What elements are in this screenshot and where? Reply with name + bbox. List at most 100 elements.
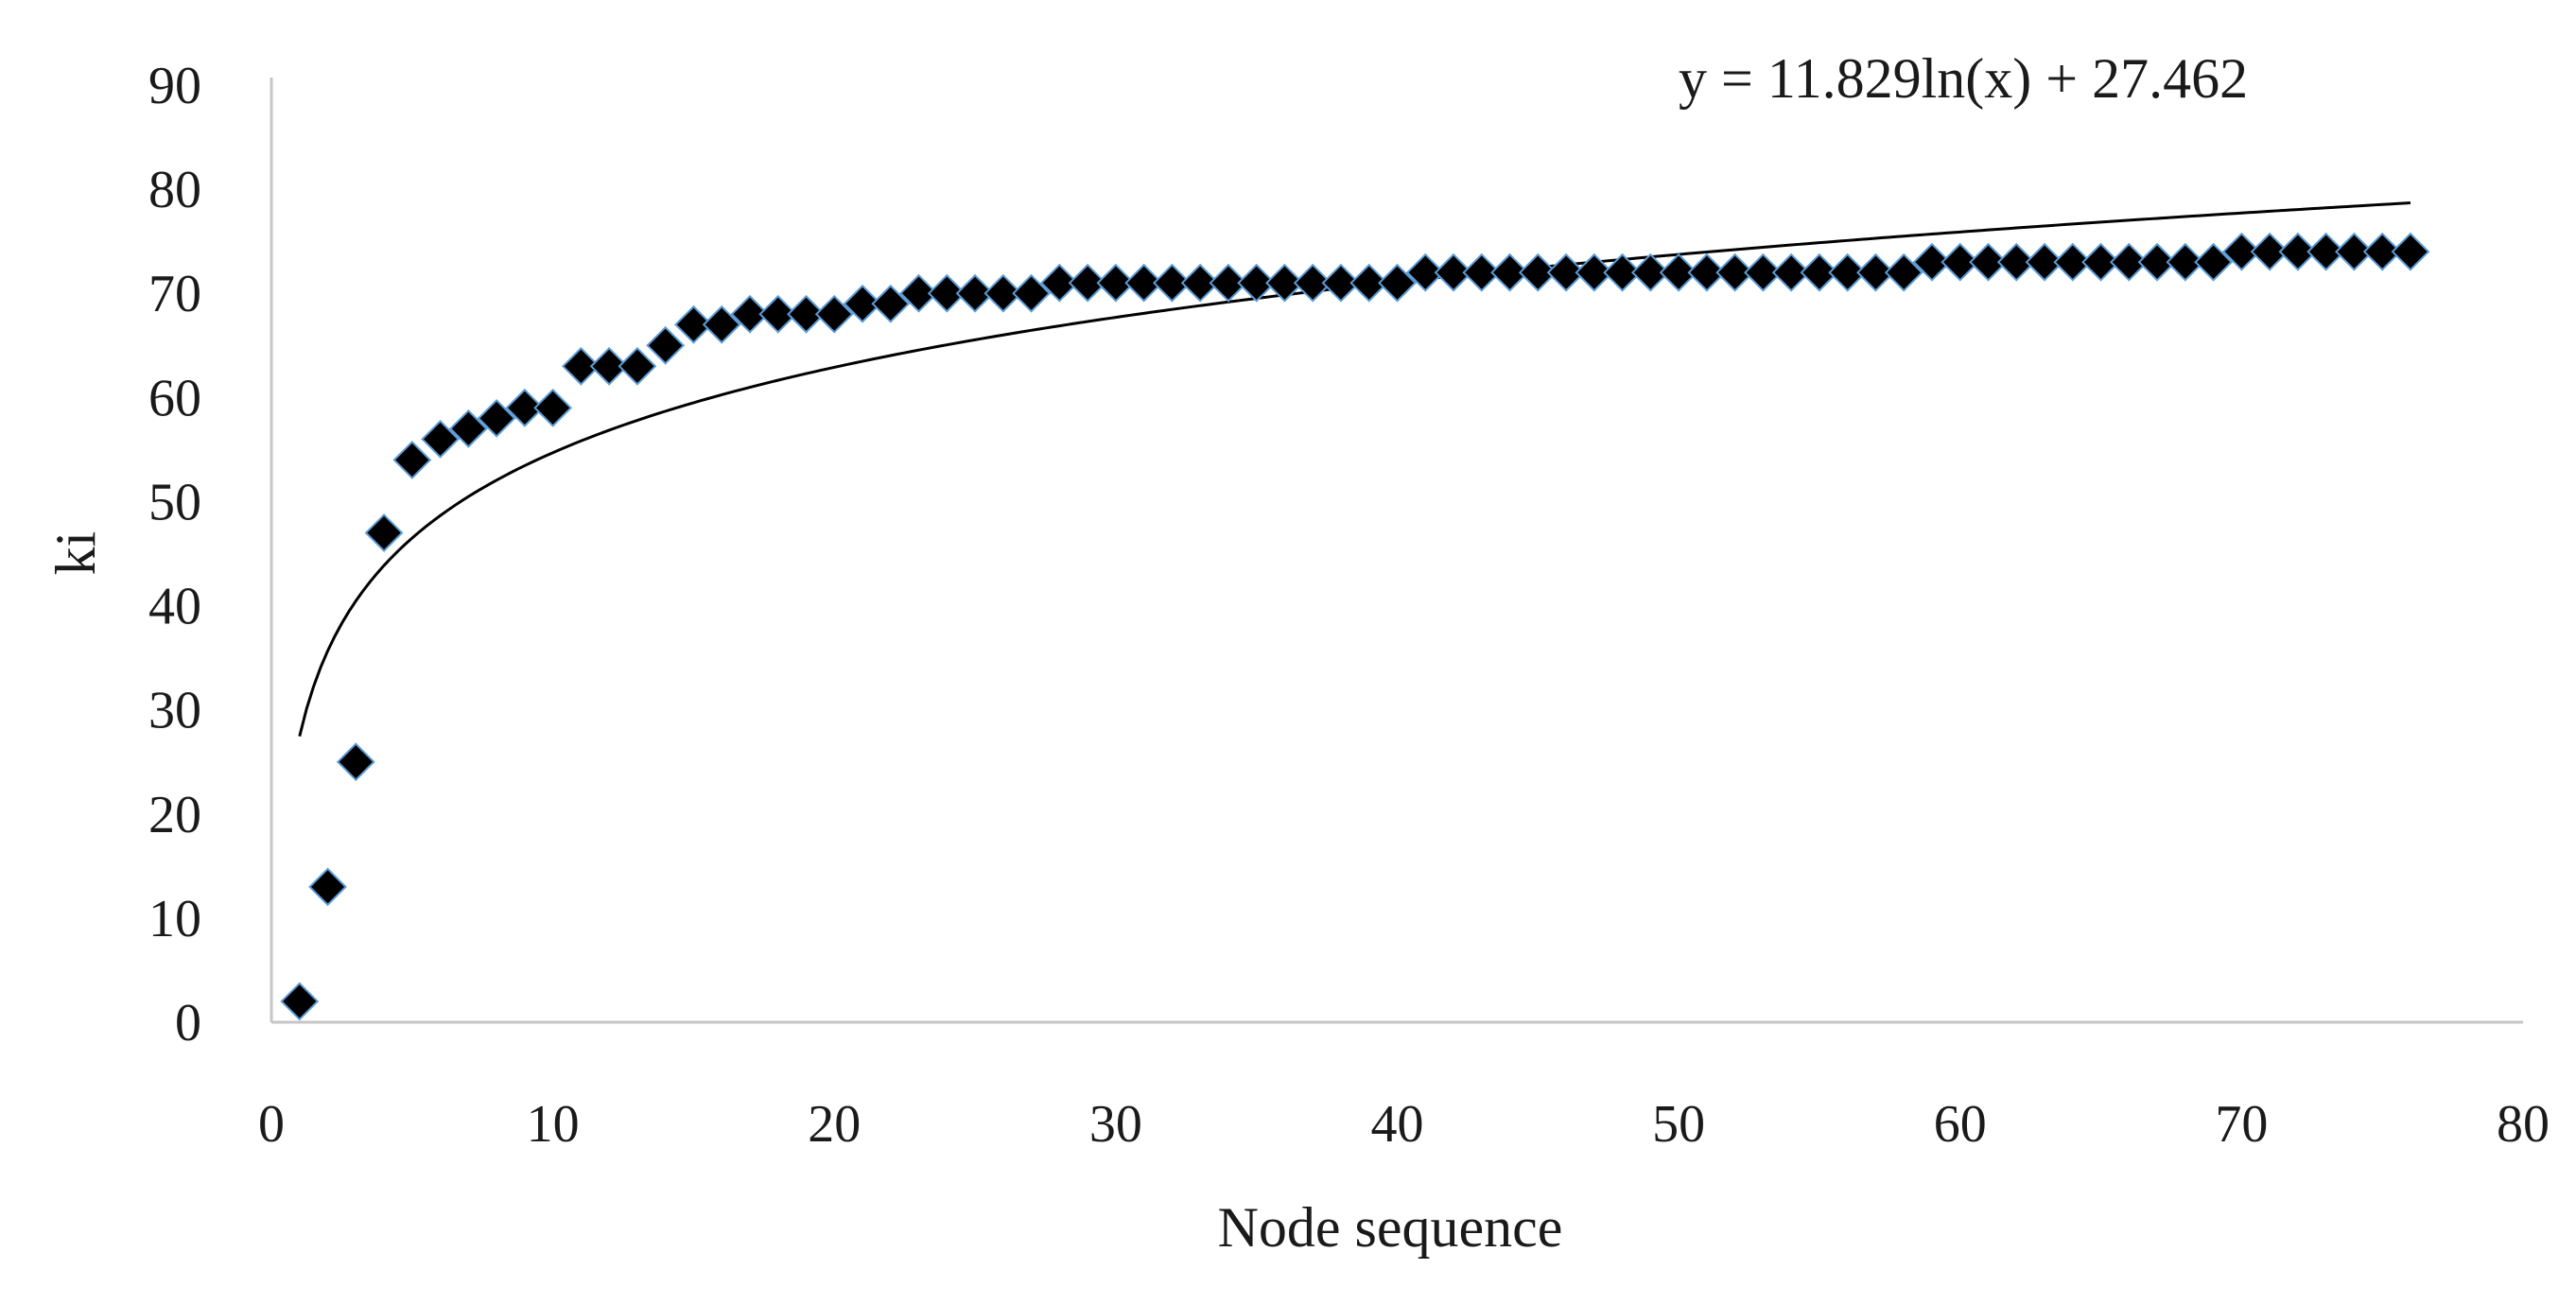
x-tick-label: 70 xyxy=(2215,1095,2268,1154)
y-tick-label: 30 xyxy=(148,682,201,740)
data-point xyxy=(2335,232,2374,271)
data-point xyxy=(2362,232,2402,271)
data-point xyxy=(2166,242,2205,282)
data-point xyxy=(2081,242,2120,282)
data-point xyxy=(1518,252,1558,292)
data-point xyxy=(1715,252,1755,292)
data-point xyxy=(1378,263,1417,303)
data-point xyxy=(1152,263,1192,303)
data-point xyxy=(2025,242,2064,282)
y-tick-label: 80 xyxy=(148,161,201,219)
data-point xyxy=(2221,232,2261,271)
data-point xyxy=(1575,252,1614,292)
data-point xyxy=(1434,252,1473,292)
data-points xyxy=(280,232,2430,1021)
data-point xyxy=(843,284,882,323)
y-tick-label: 10 xyxy=(148,890,201,948)
data-point xyxy=(983,273,1023,313)
data-point xyxy=(2306,232,2346,271)
data-point xyxy=(2278,232,2318,271)
axes xyxy=(270,78,2523,1024)
x-tick-label: 20 xyxy=(808,1095,861,1154)
data-point xyxy=(1096,263,1136,303)
x-tick-label: 30 xyxy=(1089,1095,1142,1154)
data-point xyxy=(280,982,320,1021)
data-point xyxy=(2194,242,2234,282)
data-point xyxy=(477,398,516,438)
y-tick-label: 60 xyxy=(148,369,201,427)
x-axis-title: Node sequence xyxy=(1218,1196,1563,1259)
data-point xyxy=(1293,263,1332,303)
data-point xyxy=(2109,242,2149,282)
data-point xyxy=(1265,263,1304,303)
data-point xyxy=(702,304,741,344)
data-point xyxy=(1209,263,1248,303)
data-point xyxy=(1771,252,1811,292)
data-point xyxy=(421,419,460,459)
data-point xyxy=(1996,242,2036,282)
data-point xyxy=(1405,252,1445,292)
data-point xyxy=(1012,273,1052,313)
data-point xyxy=(1180,263,1220,303)
data-point xyxy=(392,440,432,479)
x-tick-label: 10 xyxy=(527,1095,580,1154)
data-point xyxy=(2250,232,2289,271)
data-point xyxy=(533,388,573,427)
y-axis-title: ki xyxy=(44,531,107,576)
data-point xyxy=(1124,263,1164,303)
data-point xyxy=(1687,252,1727,292)
data-point xyxy=(1321,263,1361,303)
data-point xyxy=(955,273,995,313)
data-point xyxy=(1462,252,1502,292)
y-tick-label: 70 xyxy=(148,265,201,323)
data-point xyxy=(1800,252,1839,292)
data-point xyxy=(1828,252,1868,292)
data-point xyxy=(1068,263,1107,303)
data-point xyxy=(899,273,938,313)
data-point xyxy=(1856,252,1895,292)
data-point xyxy=(364,513,404,552)
data-point xyxy=(1941,242,1980,282)
data-point xyxy=(308,867,347,907)
data-point xyxy=(618,346,657,386)
data-point xyxy=(1546,252,1586,292)
data-point xyxy=(871,284,911,323)
y-tick-label: 40 xyxy=(148,578,201,636)
data-point xyxy=(730,294,770,334)
data-point xyxy=(2391,232,2430,271)
x-tick-label: 60 xyxy=(1934,1095,1987,1154)
x-tick-labels: 0 10 20 30 40 50 60 70 80 xyxy=(258,1095,2550,1154)
data-point xyxy=(505,388,545,427)
y-tick-label: 0 xyxy=(175,994,201,1052)
x-tick-label: 0 xyxy=(258,1095,285,1154)
data-point xyxy=(1630,252,1670,292)
data-point xyxy=(336,742,375,782)
x-tick-label: 40 xyxy=(1371,1095,1424,1154)
data-point xyxy=(1039,263,1079,303)
data-point xyxy=(1349,263,1389,303)
data-point xyxy=(1969,242,2008,282)
x-tick-label: 80 xyxy=(2497,1095,2550,1154)
data-point xyxy=(1912,242,1952,282)
data-point xyxy=(2053,242,2093,282)
data-point xyxy=(1237,263,1277,303)
trendline-equation: y = 11.829ln(x) + 27.462 xyxy=(1679,47,2248,110)
data-point xyxy=(1743,252,1783,292)
data-point xyxy=(561,346,600,386)
data-point xyxy=(1884,252,1923,292)
data-point xyxy=(589,346,629,386)
data-point xyxy=(674,304,713,344)
y-tick-label: 20 xyxy=(148,786,201,844)
y-tick-label: 50 xyxy=(148,473,201,531)
data-point xyxy=(646,325,686,365)
data-point xyxy=(2137,242,2177,282)
data-point xyxy=(927,273,966,313)
x-tick-label: 50 xyxy=(1652,1095,1705,1154)
data-point xyxy=(448,409,488,448)
y-tick-labels: 0 10 20 30 40 50 60 70 80 90 xyxy=(148,57,201,1052)
data-point xyxy=(1603,252,1643,292)
data-point xyxy=(758,294,798,334)
data-point xyxy=(1659,252,1698,292)
data-point xyxy=(1490,252,1529,292)
